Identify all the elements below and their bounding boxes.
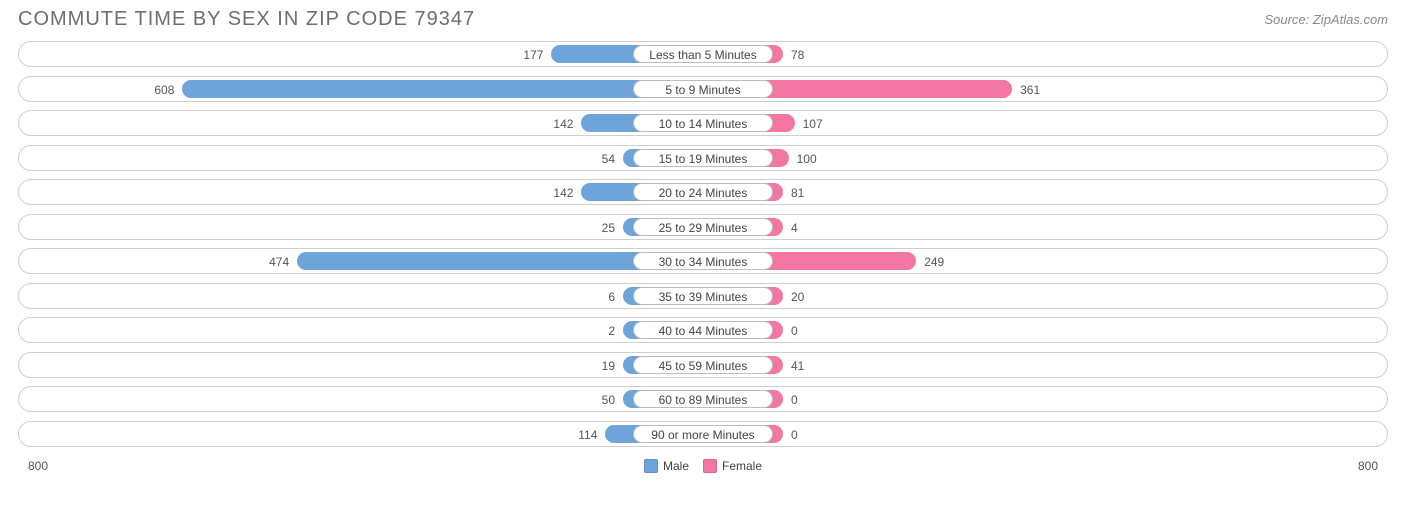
axis-max-right: 800 [1358, 459, 1378, 473]
bar-male [182, 80, 703, 98]
category-label: 30 to 34 Minutes [633, 252, 773, 270]
value-male: 25 [602, 215, 615, 241]
value-female: 0 [791, 387, 798, 413]
chart-row: 25 4 25 to 29 Minutes [18, 214, 1388, 240]
chart-title: COMMUTE TIME BY SEX IN ZIP CODE 79347 [18, 8, 475, 31]
value-female: 20 [791, 284, 804, 310]
value-male: 2 [608, 318, 615, 344]
value-female: 361 [1020, 77, 1040, 103]
value-female: 107 [803, 111, 823, 137]
value-female: 100 [797, 146, 817, 172]
chart-row: 50 0 60 to 89 Minutes [18, 386, 1388, 412]
category-label: 35 to 39 Minutes [633, 287, 773, 305]
chart-row: 142 107 10 to 14 Minutes [18, 110, 1388, 136]
legend-item-female: Female [703, 459, 762, 473]
category-label: 90 or more Minutes [633, 425, 773, 443]
value-female: 249 [924, 249, 944, 275]
chart-row: 2 0 40 to 44 Minutes [18, 317, 1388, 343]
value-female: 0 [791, 318, 798, 344]
chart-area: 177 78 Less than 5 Minutes 608 361 5 to 9 Min… [0, 35, 1406, 447]
chart-row: 177 78 Less than 5 Minutes [18, 41, 1388, 67]
value-male: 19 [602, 353, 615, 379]
value-male: 50 [602, 387, 615, 413]
legend-swatch-male [644, 459, 658, 473]
value-male: 177 [523, 42, 543, 68]
category-label: 5 to 9 Minutes [633, 80, 773, 98]
category-label: 20 to 24 Minutes [633, 183, 773, 201]
chart-header: COMMUTE TIME BY SEX IN ZIP CODE 79347 So… [0, 0, 1406, 35]
category-label: Less than 5 Minutes [633, 45, 773, 63]
category-label: 15 to 19 Minutes [633, 149, 773, 167]
chart-footer: 800 Male Female 800 [0, 455, 1406, 477]
value-male: 114 [578, 422, 597, 448]
chart-row: 54 100 15 to 19 Minutes [18, 145, 1388, 171]
value-female: 4 [791, 215, 798, 241]
value-female: 0 [791, 422, 798, 448]
chart-source: Source: ZipAtlas.com [1264, 8, 1388, 27]
axis-max-left: 800 [28, 459, 48, 473]
value-male: 142 [553, 180, 573, 206]
chart-row: 142 81 20 to 24 Minutes [18, 179, 1388, 205]
chart-row: 19 41 45 to 59 Minutes [18, 352, 1388, 378]
value-female: 81 [791, 180, 804, 206]
legend-label-male: Male [663, 459, 689, 473]
legend: Male Female [644, 459, 762, 473]
value-female: 78 [791, 42, 804, 68]
value-male: 54 [602, 146, 615, 172]
value-male: 608 [154, 77, 174, 103]
chart-row: 6 20 35 to 39 Minutes [18, 283, 1388, 309]
legend-swatch-female [703, 459, 717, 473]
category-label: 45 to 59 Minutes [633, 356, 773, 374]
legend-label-female: Female [722, 459, 762, 473]
value-male: 474 [269, 249, 289, 275]
value-male: 142 [553, 111, 573, 137]
chart-row: 114 0 90 or more Minutes [18, 421, 1388, 447]
value-male: 6 [608, 284, 615, 310]
category-label: 25 to 29 Minutes [633, 218, 773, 236]
chart-row: 474 249 30 to 34 Minutes [18, 248, 1388, 274]
category-label: 60 to 89 Minutes [633, 390, 773, 408]
category-label: 10 to 14 Minutes [633, 114, 773, 132]
legend-item-male: Male [644, 459, 689, 473]
value-female: 41 [791, 353, 804, 379]
category-label: 40 to 44 Minutes [633, 321, 773, 339]
chart-row: 608 361 5 to 9 Minutes [18, 76, 1388, 102]
